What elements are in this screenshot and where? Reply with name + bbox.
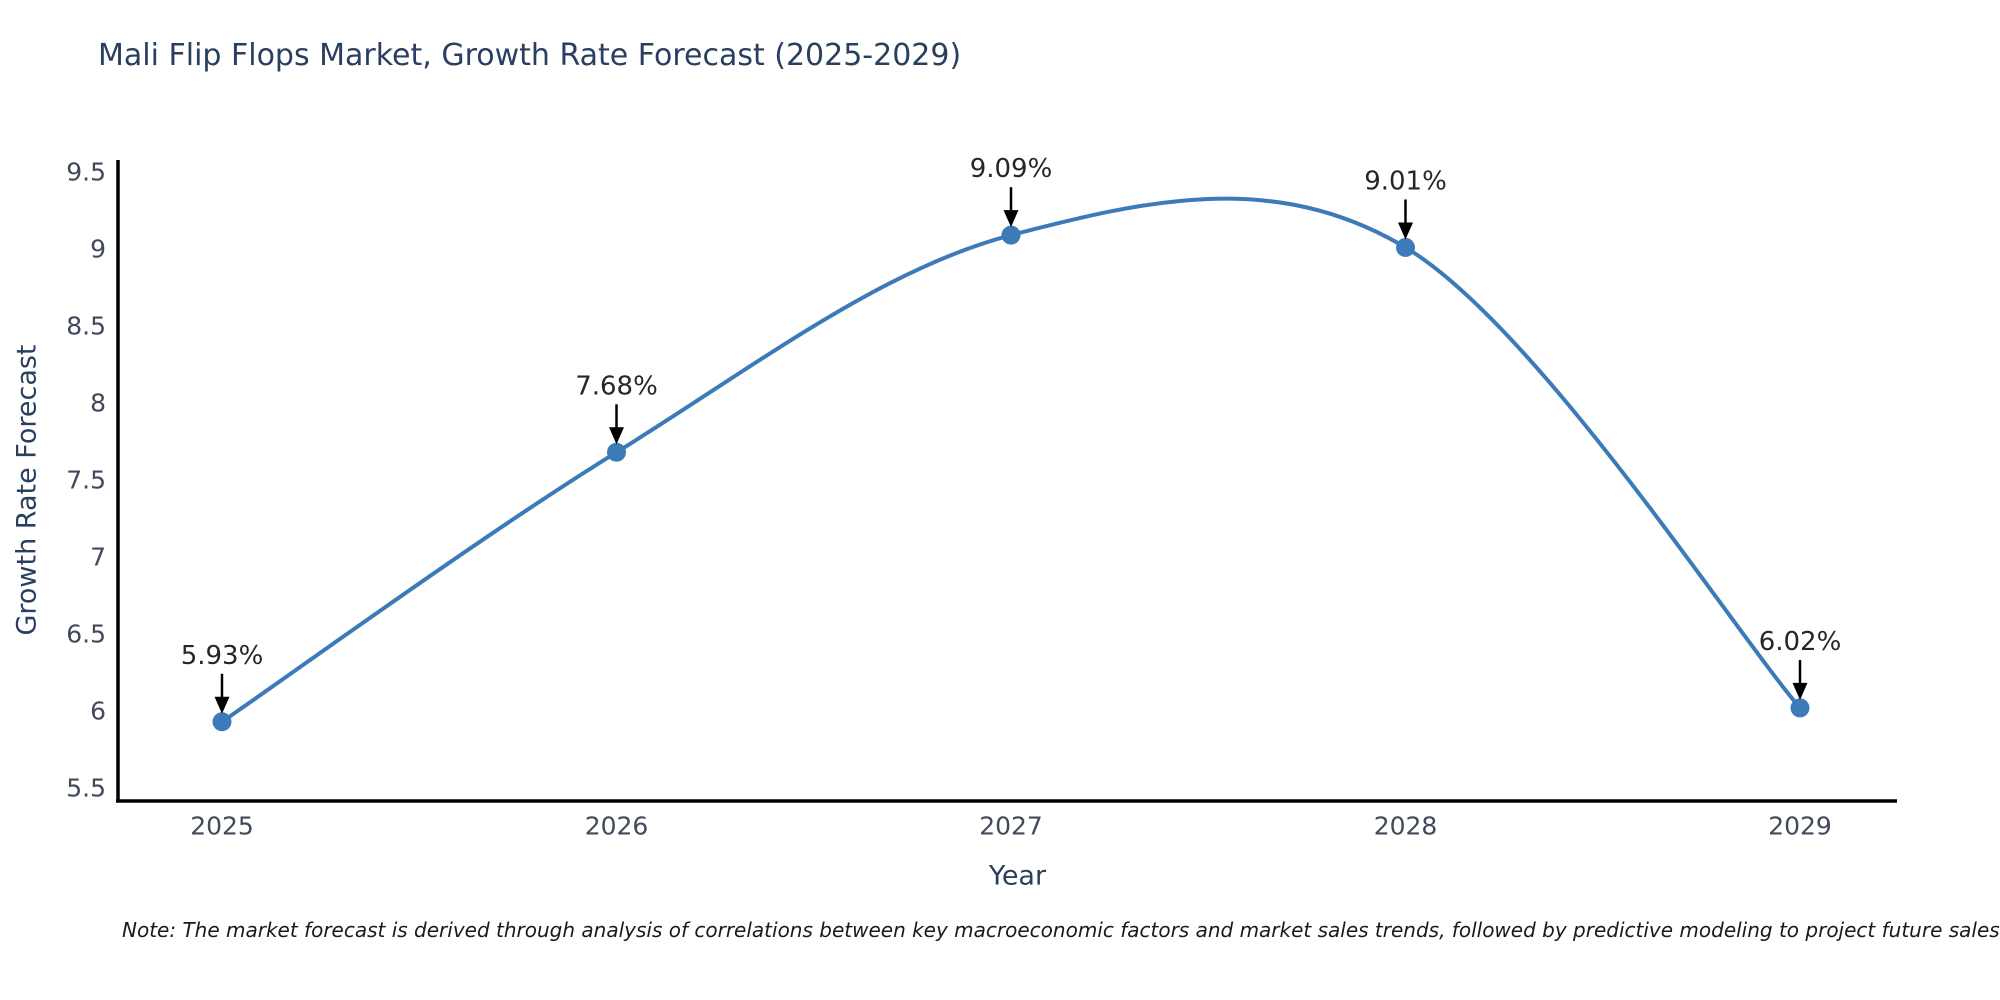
annotation-arrowhead-icon xyxy=(1398,222,1413,240)
data-point-marker xyxy=(1396,237,1415,257)
y-tick-label: 6.5 xyxy=(66,620,106,649)
chart-title: Mali Flip Flops Market, Growth Rate Fore… xyxy=(98,38,962,73)
x-tick-label: 2029 xyxy=(1768,812,1832,841)
data-point-label: 7.68% xyxy=(575,371,658,401)
y-tick-label: 5.5 xyxy=(66,774,106,803)
x-tick-label: 2027 xyxy=(979,812,1043,841)
data-point-label: 9.01% xyxy=(1364,166,1447,196)
axes-layer: 5.5 6 6.5 7 7.5 8 8.5 9 9.5 2025 2026 2027 2028 2029 Y… xyxy=(12,158,1897,892)
data-point-marker xyxy=(212,712,232,732)
y-tick-label: 8 xyxy=(90,389,106,418)
footnote: Note: The market forecast is derived thr… xyxy=(122,918,2000,942)
annotation-arrowhead-icon xyxy=(1792,682,1808,700)
y-tick-label: 9.5 xyxy=(66,158,106,187)
forecast-line xyxy=(220,196,1802,724)
x-tick-label: 2025 xyxy=(190,812,254,841)
annotation-arrowhead-icon xyxy=(1003,210,1019,228)
data-point-label: 6.02% xyxy=(1759,627,1842,657)
annotation-arrowhead-icon xyxy=(609,427,624,445)
y-tick-label: 7 xyxy=(90,543,106,572)
x-axis-title: Year xyxy=(988,861,1047,892)
y-tick-label: 7.5 xyxy=(66,466,106,495)
data-point-marker xyxy=(607,442,626,462)
x-tick-label: 2026 xyxy=(585,812,649,841)
x-tick-label: 2028 xyxy=(1374,812,1438,841)
annotation-arrowhead-icon xyxy=(214,696,230,714)
y-tick-label: 8.5 xyxy=(66,312,106,341)
data-point-marker xyxy=(1790,698,1810,718)
y-axis-title: Growth Rate Forecast xyxy=(12,344,43,635)
annotation-layer: 5.93% 7.68% 9.09% 9.01% 6.02% xyxy=(181,154,1842,714)
forecast-line-series xyxy=(212,196,1810,732)
data-point-label: 5.93% xyxy=(181,641,264,671)
data-point-marker xyxy=(1001,225,1021,245)
y-tick-label: 6 xyxy=(90,697,106,726)
y-tick-label: 9 xyxy=(90,235,106,264)
data-point-label: 9.09% xyxy=(970,154,1053,184)
